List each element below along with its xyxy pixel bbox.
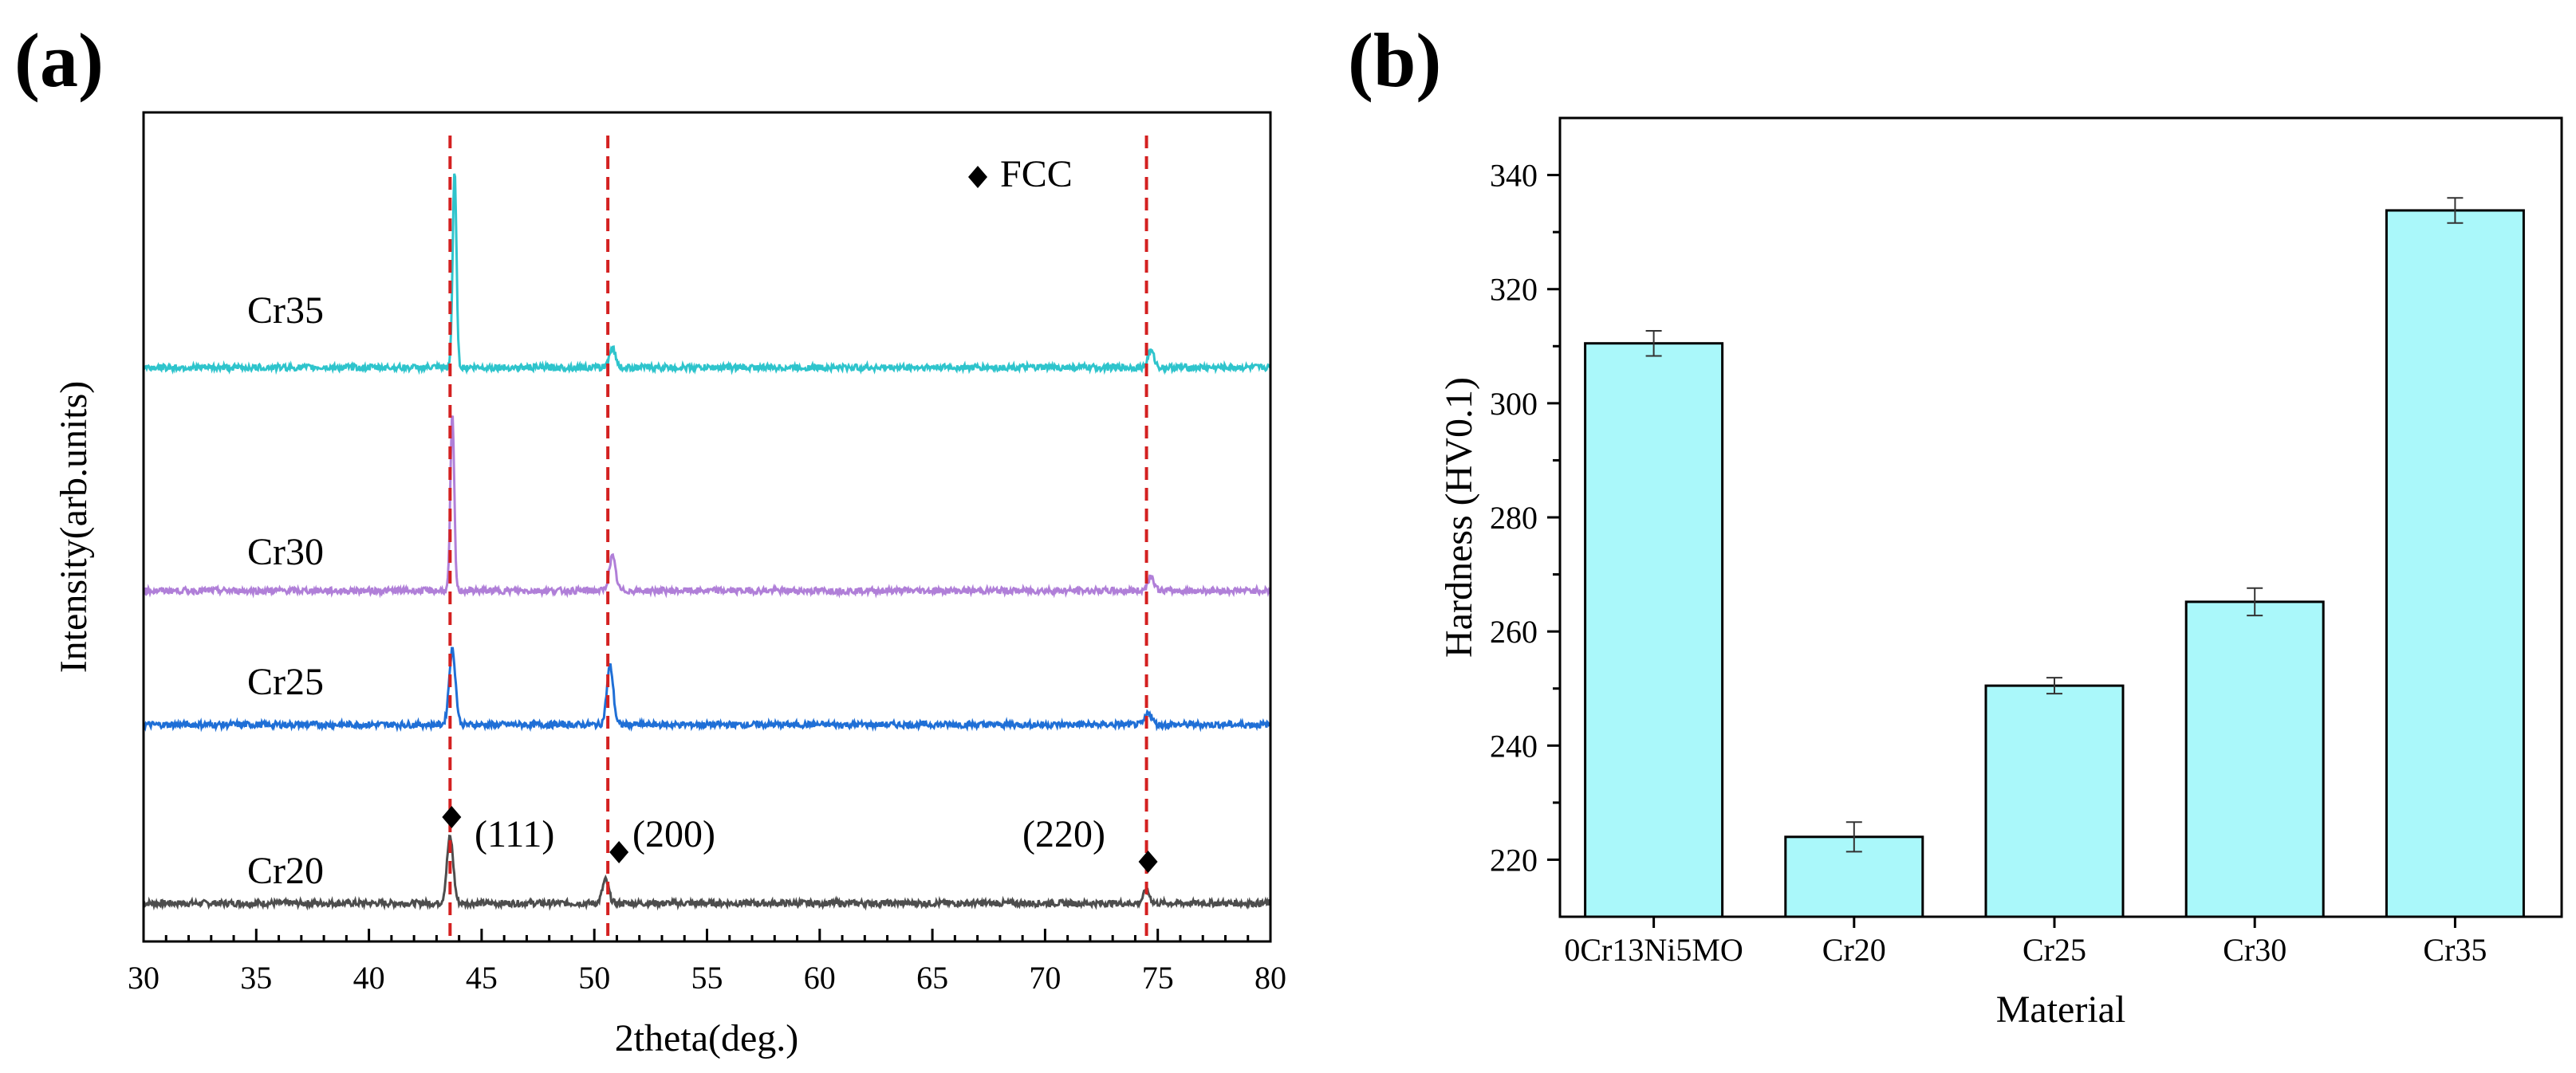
series-label-cr25: Cr25	[247, 661, 324, 703]
hardness-panel: 0Cr13Ni5MO Cr20 Cr25 Cr30 Cr35 220 240 260 280 3…	[1438, 116, 2563, 1031]
x-tick-label: 45	[466, 960, 498, 996]
bar-cr30	[2184, 600, 2325, 918]
series-line-cr35	[143, 173, 1271, 375]
y-tick-label: 240	[1490, 728, 1538, 764]
xrd-y-axis-label: Intensity(arb.units)	[53, 381, 95, 674]
diamond-marker-icon	[1138, 851, 1158, 873]
x-tick-label: 60	[804, 960, 836, 996]
series-labels: Cr20 Cr25 Cr30 Cr35	[247, 289, 324, 892]
category-label: Cr35	[2423, 932, 2487, 968]
category-label: Cr20	[1822, 932, 1886, 968]
xrd-panel: (111) (200) (220) Cr20 Cr25 Cr30 Cr35 30 35 40 4…	[53, 111, 1286, 1059]
bar-cr35	[2385, 209, 2525, 918]
x-tick-label: 35	[240, 960, 272, 996]
x-tick-label: 55	[691, 960, 723, 996]
y-tick-label: 300	[1490, 386, 1538, 422]
panel-a-label: (a)	[14, 18, 104, 103]
series-line-cr25	[142, 647, 1272, 733]
diamond-marker-icon	[609, 841, 629, 863]
series-line-cr30	[142, 415, 1272, 599]
panel-b-label: (b)	[1348, 18, 1441, 103]
x-tick-label: 80	[1255, 960, 1286, 996]
hardness-y-axis-label: Hardness (HV0.1)	[1438, 377, 1480, 658]
bars: 0Cr13Ni5MO Cr20 Cr25 Cr30 Cr35	[1564, 197, 2525, 968]
series-label-cr35: Cr35	[247, 289, 324, 332]
y-tick-label: 220	[1490, 842, 1538, 878]
hardness-axes: 220 240 260 280 300 320 340	[1490, 158, 1560, 878]
category-label: 0Cr13Ni5MO	[1564, 932, 1743, 968]
x-tick-label: 75	[1142, 960, 1174, 996]
legend: FCC	[968, 153, 1073, 195]
series-line-cr20	[143, 834, 1272, 911]
reference-lines	[448, 136, 1148, 941]
xrd-series-group	[142, 173, 1272, 911]
legend-label: FCC	[1000, 153, 1073, 195]
category-label: Cr30	[2223, 932, 2286, 968]
peak-markers: (111) (200) (220)	[442, 806, 1158, 873]
xrd-x-axis-label: 2theta(deg.)	[615, 1017, 799, 1059]
x-tick-label: 40	[353, 960, 385, 996]
hardness-plot-frame	[1558, 116, 2563, 918]
x-tick-label: 50	[578, 960, 610, 996]
y-tick-label: 260	[1490, 614, 1538, 650]
x-tick-label: 30	[128, 960, 160, 996]
series-label-cr20: Cr20	[247, 850, 324, 892]
bar-0cr13ni5mo	[1584, 342, 1724, 918]
y-tick-label: 320	[1490, 272, 1538, 308]
series-label-cr30: Cr30	[247, 531, 324, 573]
miller-index-label: (200)	[632, 813, 715, 855]
x-tick-label: 70	[1029, 960, 1061, 996]
bar-cr25	[1984, 684, 2125, 918]
miller-index-label: (111)	[475, 813, 554, 855]
hardness-x-axis-label: Material	[1996, 988, 2126, 1031]
category-label: Cr25	[2023, 932, 2086, 968]
legend-diamond-icon	[968, 166, 987, 188]
x-tick-label: 65	[916, 960, 948, 996]
xrd-plot-frame	[142, 111, 1272, 943]
xrd-axes: 30 35 40 45 50 55 60 65 70 75 80	[128, 929, 1286, 996]
y-tick-label: 340	[1490, 158, 1538, 194]
miller-index-label: (220)	[1022, 813, 1105, 855]
y-tick-label: 280	[1490, 500, 1538, 536]
diamond-marker-icon	[442, 806, 462, 828]
